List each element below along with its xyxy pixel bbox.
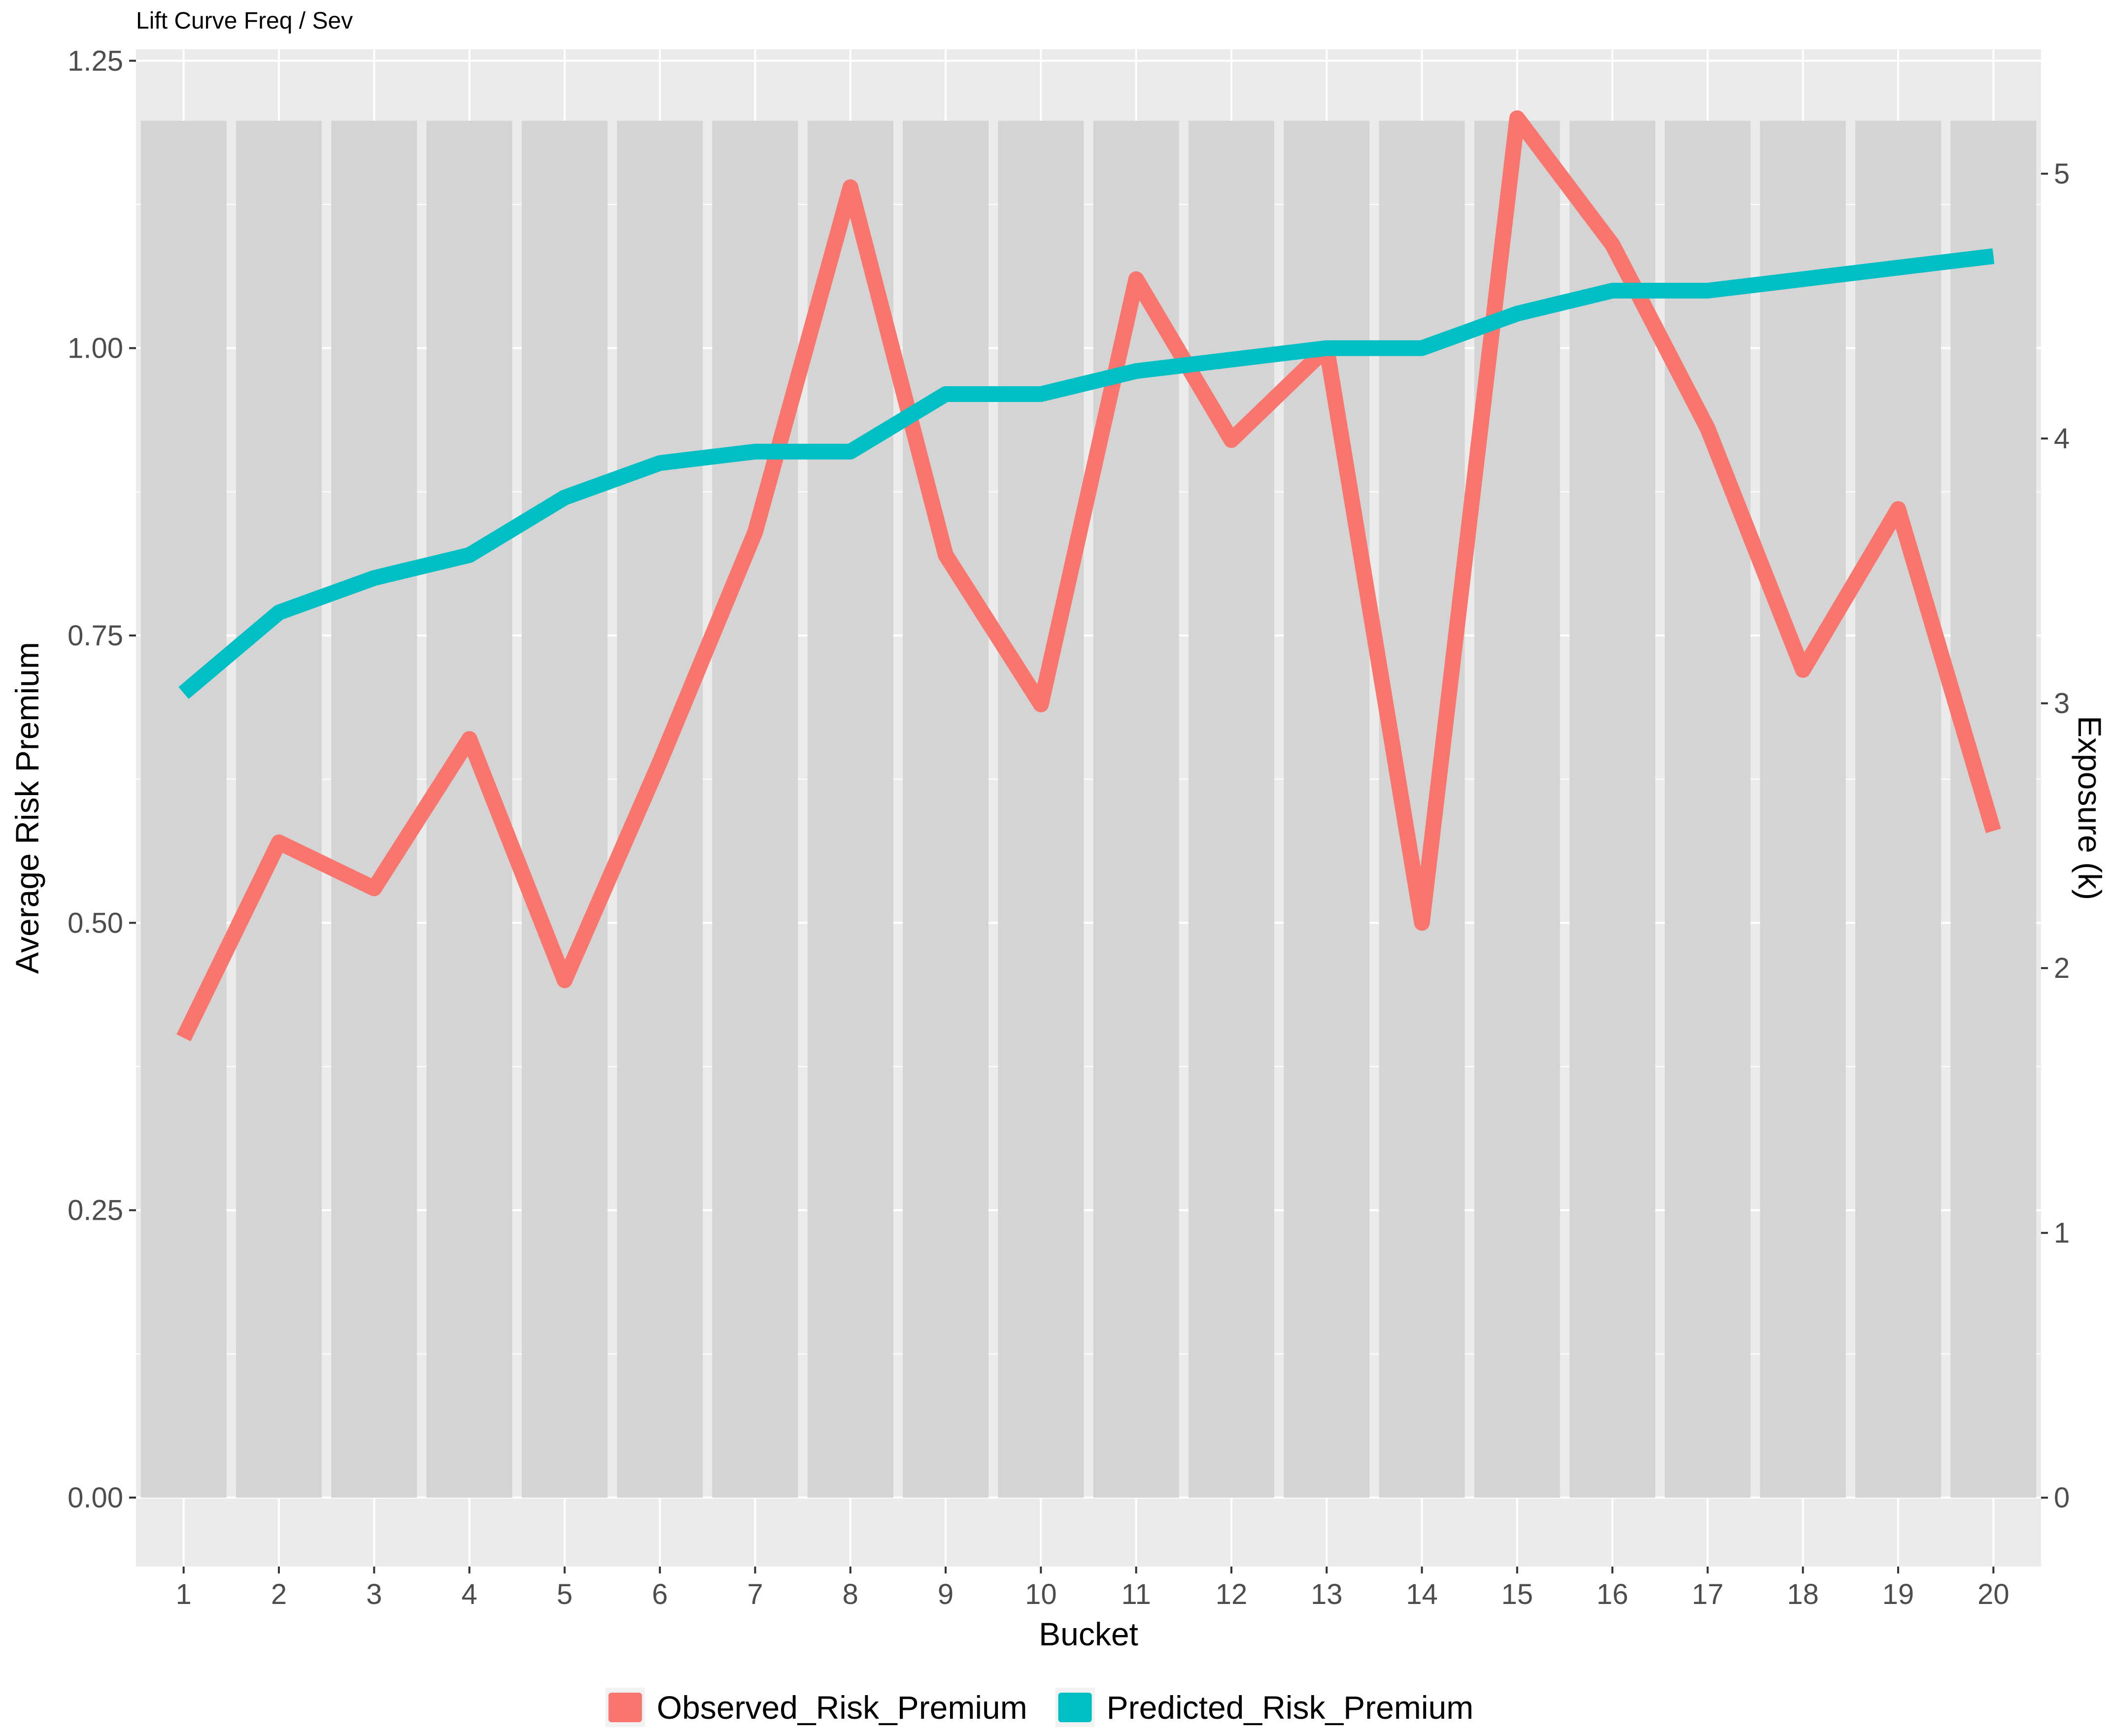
exposure-bar [1284, 121, 1370, 1498]
x-tick-label: 14 [1406, 1578, 1438, 1610]
exposure-bar [140, 121, 227, 1498]
exposure-bar [712, 121, 798, 1498]
exposure-bar [521, 121, 608, 1498]
x-tick-label: 9 [938, 1578, 953, 1610]
y-axis-left: 0.00 0.25 0.50 0.75 1.00 1.25 [68, 45, 136, 1514]
x-axis: 1 2 3 4 5 6 7 8 9 10 11 12 13 14 15 16 17 18 19 20 [176, 1567, 2009, 1610]
y-axis-right: 0 1 2 3 4 5 [2041, 158, 2070, 1514]
exposure-bar [1569, 121, 1656, 1498]
exposure-bar [903, 121, 989, 1498]
exposure-bar [1379, 121, 1465, 1498]
y-tick-label: 0.75 [68, 620, 123, 652]
x-tick-label: 17 [1692, 1578, 1724, 1610]
y-tick-label: 0.50 [68, 907, 123, 939]
legend-label: Observed_Risk_Premium [657, 1689, 1027, 1726]
exposure-bar [1188, 121, 1274, 1498]
chart-title: Lift Curve Freq / Sev [136, 8, 353, 34]
exposure-bar [1760, 121, 1846, 1498]
x-tick-label: 11 [1122, 1578, 1151, 1610]
x-tick-label: 3 [366, 1578, 382, 1610]
exposure-bar [617, 121, 703, 1498]
y2-tick-label: 1 [2054, 1217, 2070, 1249]
y-tick-label: 1.25 [68, 45, 123, 77]
legend-swatch [1058, 1693, 1092, 1722]
x-tick-label: 4 [461, 1578, 477, 1610]
y2-tick-label: 2 [2054, 952, 2070, 984]
x-axis-title: Bucket [1039, 1616, 1138, 1652]
series-line-observed-risk-premium [176, 110, 2001, 1041]
exposure-bar [1665, 121, 1751, 1498]
y2-tick-label: 0 [2054, 1482, 2070, 1514]
y2-tick-label: 5 [2054, 158, 2070, 190]
x-tick-label: 12 [1216, 1578, 1248, 1610]
x-tick-label: 15 [1501, 1578, 1533, 1610]
legend: Observed_Risk_Premium Predicted_Risk_Prem… [605, 1688, 1474, 1727]
x-tick-label: 6 [652, 1578, 668, 1610]
x-tick-label: 20 [1977, 1578, 2009, 1610]
x-tick-label: 7 [747, 1578, 763, 1610]
y2-tick-label: 3 [2054, 688, 2070, 720]
series-line-predicted-risk-premium [178, 248, 1995, 699]
exposure-bar [998, 121, 1084, 1498]
x-tick-label: 8 [843, 1578, 858, 1610]
x-tick-label: 19 [1882, 1578, 1914, 1610]
x-tick-label: 1 [176, 1578, 192, 1610]
y-axis-title: Average Risk Premium [9, 642, 45, 974]
y-tick-label: 1.00 [68, 333, 123, 365]
x-tick-label: 5 [557, 1578, 573, 1610]
exposure-bar [807, 121, 893, 1498]
x-tick-label: 2 [271, 1578, 287, 1610]
legend-label: Predicted_Risk_Premium [1107, 1689, 1474, 1726]
y2-axis-title: Exposure (k) [2072, 716, 2108, 900]
y2-tick-label: 4 [2054, 423, 2070, 455]
exposure-bar [1855, 121, 1941, 1498]
exposure-bar [236, 121, 322, 1498]
y-tick-label: 0.00 [68, 1482, 123, 1514]
x-tick-label: 18 [1787, 1578, 1819, 1610]
series-lines [176, 110, 2001, 1041]
y-tick-label: 0.25 [68, 1195, 123, 1227]
exposure-bar [331, 121, 417, 1498]
x-tick-label: 16 [1597, 1578, 1629, 1610]
x-tick-label: 10 [1025, 1578, 1057, 1610]
x-tick-label: 13 [1311, 1578, 1343, 1610]
legend-swatch [608, 1693, 642, 1722]
exposure-bar [1093, 121, 1179, 1498]
